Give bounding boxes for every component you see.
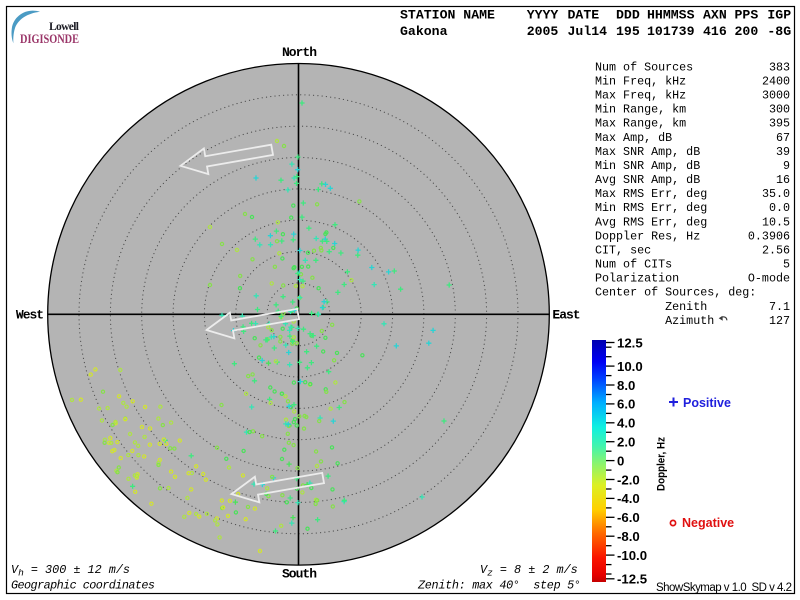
svg-text:3000: 3000	[762, 89, 790, 103]
svg-text:Gakona: Gakona	[400, 24, 448, 39]
svg-text:Geographic coordinates: Geographic coordinates	[11, 579, 155, 593]
svg-text:395: 395	[769, 117, 790, 131]
svg-text:Num of CITs: Num of CITs	[595, 258, 672, 272]
svg-text:HHMMSS: HHMMSS	[647, 8, 695, 23]
svg-text:0.3906: 0.3906	[748, 229, 790, 243]
svg-text:9: 9	[783, 159, 790, 173]
svg-text:YYYY: YYYY	[527, 8, 559, 23]
svg-text:39: 39	[776, 145, 790, 159]
svg-text:Max SNR Amp, dB: Max SNR Amp, dB	[595, 145, 700, 159]
svg-text:North: North	[282, 45, 317, 60]
svg-text:Vh = 300 ± 12 m/s: Vh = 300 ± 12 m/s	[11, 563, 130, 579]
svg-text:300: 300	[769, 103, 790, 117]
svg-text:35.0: 35.0	[762, 187, 790, 201]
svg-text:383: 383	[769, 60, 790, 74]
svg-text:67: 67	[776, 131, 790, 145]
svg-text:-6.0: -6.0	[617, 510, 640, 525]
svg-text:CIT, sec: CIT, sec	[595, 243, 651, 257]
svg-text:-2.0: -2.0	[617, 472, 640, 487]
svg-text:Negative: Negative	[682, 516, 734, 530]
svg-text:Min SNR Amp, dB: Min SNR Amp, dB	[595, 159, 700, 173]
svg-text:Max Freq, kHz: Max Freq, kHz	[595, 89, 686, 103]
svg-text:Avg RMS Err, deg: Avg RMS Err, deg	[595, 215, 707, 229]
svg-text:101739: 101739	[647, 24, 695, 39]
svg-text:10.5: 10.5	[762, 215, 790, 229]
svg-text:-12.5: -12.5	[617, 572, 647, 587]
svg-text:AXN: AXN	[703, 8, 727, 23]
svg-text:Min Freq, kHz: Min Freq, kHz	[595, 75, 686, 89]
svg-text:Zenith: Zenith	[595, 300, 707, 314]
svg-text:Max Amp, dB: Max Amp, dB	[595, 131, 672, 145]
svg-text:10.0: 10.0	[617, 359, 643, 374]
svg-text:STATION NAME: STATION NAME	[400, 8, 495, 23]
svg-text:0: 0	[617, 453, 624, 468]
svg-text:Center of Sources, deg:: Center of Sources, deg:	[595, 286, 756, 300]
svg-text:Avg SNR Amp, dB: Avg SNR Amp, dB	[595, 173, 700, 187]
svg-text:4.0: 4.0	[617, 416, 635, 431]
svg-text:PPS: PPS	[735, 8, 759, 23]
svg-text:0.0: 0.0	[769, 201, 790, 215]
svg-text:-4.0: -4.0	[617, 491, 640, 506]
svg-text:Min RMS Err, deg: Min RMS Err, deg	[595, 201, 707, 215]
svg-text:Jul14: Jul14	[568, 24, 608, 39]
svg-text:-10.0: -10.0	[617, 548, 647, 563]
svg-text:Lowell: Lowell	[49, 21, 79, 33]
svg-text:O-mode: O-mode	[748, 272, 790, 286]
svg-text:West: West	[16, 308, 43, 323]
svg-text:8.0: 8.0	[617, 378, 635, 393]
svg-text:Num of Sources: Num of Sources	[595, 60, 693, 74]
svg-text:2005: 2005	[527, 24, 559, 39]
svg-text:16: 16	[776, 173, 790, 187]
svg-text:-8.0: -8.0	[617, 529, 640, 544]
svg-text:Min Range, km: Min Range, km	[595, 103, 686, 117]
svg-text:IGP: IGP	[767, 8, 791, 23]
svg-text:5: 5	[783, 258, 790, 272]
svg-text:195: 195	[616, 24, 640, 39]
svg-text:Doppler Res, Hz: Doppler Res, Hz	[595, 229, 700, 243]
svg-text:ShowSkymap v 1.0 SD v 4.2: ShowSkymap v 1.0 SD v 4.2	[656, 582, 792, 594]
svg-text:416: 416	[703, 24, 727, 39]
svg-text:7.1: 7.1	[769, 300, 790, 314]
svg-text:2.56: 2.56	[762, 243, 790, 257]
svg-text:2.0: 2.0	[617, 435, 635, 450]
svg-text:South: South	[282, 567, 317, 582]
svg-text:Max Range, km: Max Range, km	[595, 117, 686, 131]
svg-text:Azimuth: Azimuth	[595, 314, 714, 328]
svg-text:200: 200	[735, 24, 759, 39]
svg-text:DIGISONDE: DIGISONDE	[20, 32, 79, 46]
svg-text:Polarization: Polarization	[595, 272, 679, 286]
svg-text:6.0: 6.0	[617, 397, 635, 412]
svg-text:Positive: Positive	[683, 396, 731, 410]
svg-text:East: East	[552, 308, 579, 323]
svg-text:DATE: DATE	[568, 8, 600, 23]
svg-text:Doppler, Hz: Doppler, Hz	[656, 437, 668, 491]
svg-text:2400: 2400	[762, 75, 790, 89]
svg-text:12.5: 12.5	[617, 335, 643, 350]
svg-text:127: 127	[769, 314, 790, 328]
svg-text:Max RMS Err, deg: Max RMS Err, deg	[595, 187, 707, 201]
svg-text:DDD: DDD	[616, 8, 640, 23]
svg-text:Vz = 8 ± 2 m/s: Vz = 8 ± 2 m/s	[480, 563, 578, 579]
svg-text:Zenith: max 40° step 5°: Zenith: max 40° step 5°	[417, 579, 581, 593]
svg-text:-8G: -8G	[767, 24, 791, 39]
